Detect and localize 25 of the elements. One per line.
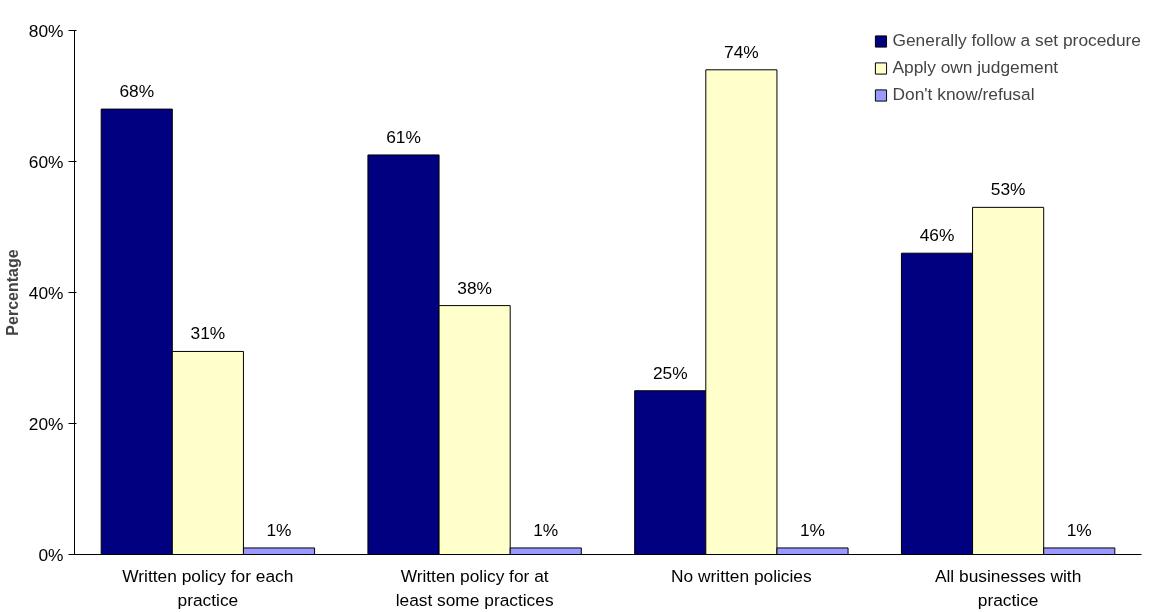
y-tick-label: 0% <box>38 544 64 565</box>
data-label: 1% <box>799 519 826 540</box>
data-label: 74% <box>724 41 759 62</box>
y-tick-label: 60% <box>28 151 64 172</box>
legend-label: Don't know/refusal <box>892 84 1035 105</box>
x-tick-label: Written policy for each practice <box>122 565 294 610</box>
data-label: 31% <box>190 323 226 344</box>
data-label: 25% <box>652 362 688 383</box>
y-axis-title: Percentage <box>3 249 21 336</box>
y-tick-label: 80% <box>28 20 64 41</box>
data-label: 1% <box>533 519 559 540</box>
x-tick-label: All businesses with practice <box>934 565 1082 610</box>
x-tick-label: Written policy for at least some practices <box>395 565 554 610</box>
data-label: 61% <box>386 126 421 147</box>
legend-label: Apply own judgement <box>892 57 1059 78</box>
data-label: 53% <box>990 179 1026 200</box>
y-tick-label: 20% <box>28 413 64 434</box>
x-tick-label: No written policies <box>671 565 813 586</box>
data-label: 1% <box>266 519 292 540</box>
data-label: 1% <box>1066 519 1092 540</box>
data-label: 68% <box>119 81 155 102</box>
y-tick-label: 40% <box>28 282 64 303</box>
data-label: 38% <box>457 277 492 298</box>
data-label: 46% <box>919 225 955 246</box>
legend-label: Generally follow a set procedure <box>892 30 1141 51</box>
